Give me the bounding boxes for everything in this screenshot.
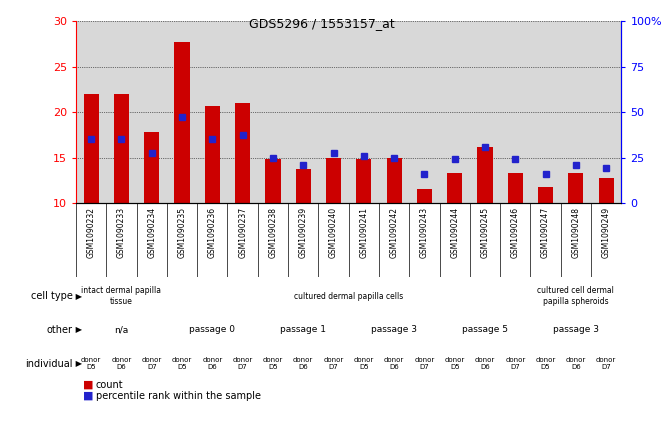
Bar [591, 21, 621, 203]
Bar [114, 94, 129, 203]
Text: GSM1090242: GSM1090242 [389, 207, 399, 258]
Bar [76, 21, 106, 203]
Text: GSM1090234: GSM1090234 [147, 207, 156, 258]
Text: individual: individual [25, 359, 73, 369]
Text: GSM1090232: GSM1090232 [87, 207, 96, 258]
Bar [409, 21, 440, 203]
Text: other: other [47, 325, 73, 335]
Text: donor
D5: donor D5 [81, 357, 101, 370]
Text: percentile rank within the sample: percentile rank within the sample [96, 390, 261, 401]
Text: donor
D6: donor D6 [566, 357, 586, 370]
Text: ■: ■ [83, 390, 93, 401]
Text: GSM1090245: GSM1090245 [481, 207, 490, 258]
Text: GSM1090249: GSM1090249 [602, 207, 611, 258]
Bar [500, 21, 530, 203]
Bar [356, 159, 371, 203]
Text: ▶: ▶ [73, 291, 82, 301]
Text: GSM1090246: GSM1090246 [511, 207, 520, 258]
Text: cultured cell dermal
papilla spheroids: cultured cell dermal papilla spheroids [537, 286, 614, 306]
Bar [599, 179, 614, 203]
Bar [440, 21, 470, 203]
Bar [568, 173, 584, 203]
Bar [137, 21, 167, 203]
Text: donor
D7: donor D7 [233, 357, 253, 370]
Text: GSM1090233: GSM1090233 [117, 207, 126, 258]
Text: donor
D5: donor D5 [172, 357, 192, 370]
Text: count: count [96, 380, 124, 390]
Bar [197, 21, 227, 203]
Bar [477, 147, 492, 203]
Text: ▶: ▶ [73, 359, 82, 368]
Text: donor
D5: donor D5 [263, 357, 283, 370]
Text: donor
D6: donor D6 [111, 357, 132, 370]
Text: n/a: n/a [114, 325, 129, 335]
Text: cell type: cell type [31, 291, 73, 301]
Text: donor
D6: donor D6 [475, 357, 495, 370]
Bar [227, 21, 258, 203]
Bar [319, 21, 349, 203]
Bar [175, 42, 190, 203]
Text: donor
D5: donor D5 [535, 357, 556, 370]
Bar [83, 94, 98, 203]
Text: ▶: ▶ [73, 325, 82, 335]
Text: GDS5296 / 1553157_at: GDS5296 / 1553157_at [249, 17, 394, 30]
Text: GSM1090247: GSM1090247 [541, 207, 550, 258]
Text: donor
D7: donor D7 [141, 357, 162, 370]
Bar [530, 21, 561, 203]
Bar [205, 106, 220, 203]
Text: passage 1: passage 1 [280, 325, 327, 335]
Text: intact dermal papilla
tissue: intact dermal papilla tissue [81, 286, 161, 306]
Text: passage 3: passage 3 [371, 325, 417, 335]
Text: GSM1090235: GSM1090235 [178, 207, 186, 258]
Bar [106, 21, 137, 203]
Text: cultured dermal papilla cells: cultured dermal papilla cells [294, 291, 403, 301]
Text: passage 0: passage 0 [189, 325, 235, 335]
Text: GSM1090243: GSM1090243 [420, 207, 429, 258]
Bar [387, 158, 402, 203]
Text: donor
D7: donor D7 [414, 357, 434, 370]
Bar [288, 21, 319, 203]
Bar [349, 21, 379, 203]
Text: GSM1090240: GSM1090240 [329, 207, 338, 258]
Bar [417, 190, 432, 203]
Text: donor
D7: donor D7 [596, 357, 616, 370]
Bar [470, 21, 500, 203]
Text: GSM1090237: GSM1090237 [238, 207, 247, 258]
Bar [447, 173, 462, 203]
Text: donor
D7: donor D7 [323, 357, 344, 370]
Text: passage 3: passage 3 [553, 325, 599, 335]
Bar [265, 159, 280, 203]
Bar [167, 21, 197, 203]
Text: ■: ■ [83, 380, 93, 390]
Text: GSM1090248: GSM1090248 [571, 207, 580, 258]
Bar [295, 169, 311, 203]
Bar [258, 21, 288, 203]
Text: donor
D6: donor D6 [293, 357, 313, 370]
Text: donor
D7: donor D7 [505, 357, 525, 370]
Bar [379, 21, 409, 203]
Text: GSM1090239: GSM1090239 [299, 207, 308, 258]
Text: GSM1090244: GSM1090244 [450, 207, 459, 258]
Bar [508, 173, 523, 203]
Text: GSM1090236: GSM1090236 [208, 207, 217, 258]
Text: passage 5: passage 5 [462, 325, 508, 335]
Bar [235, 103, 251, 203]
Text: GSM1090241: GSM1090241 [360, 207, 368, 258]
Text: donor
D6: donor D6 [384, 357, 405, 370]
Bar [538, 187, 553, 203]
Text: GSM1090238: GSM1090238 [268, 207, 278, 258]
Text: donor
D6: donor D6 [202, 357, 223, 370]
Bar [561, 21, 591, 203]
Bar [326, 158, 341, 203]
Bar [144, 132, 159, 203]
Text: donor
D5: donor D5 [354, 357, 374, 370]
Text: donor
D5: donor D5 [445, 357, 465, 370]
